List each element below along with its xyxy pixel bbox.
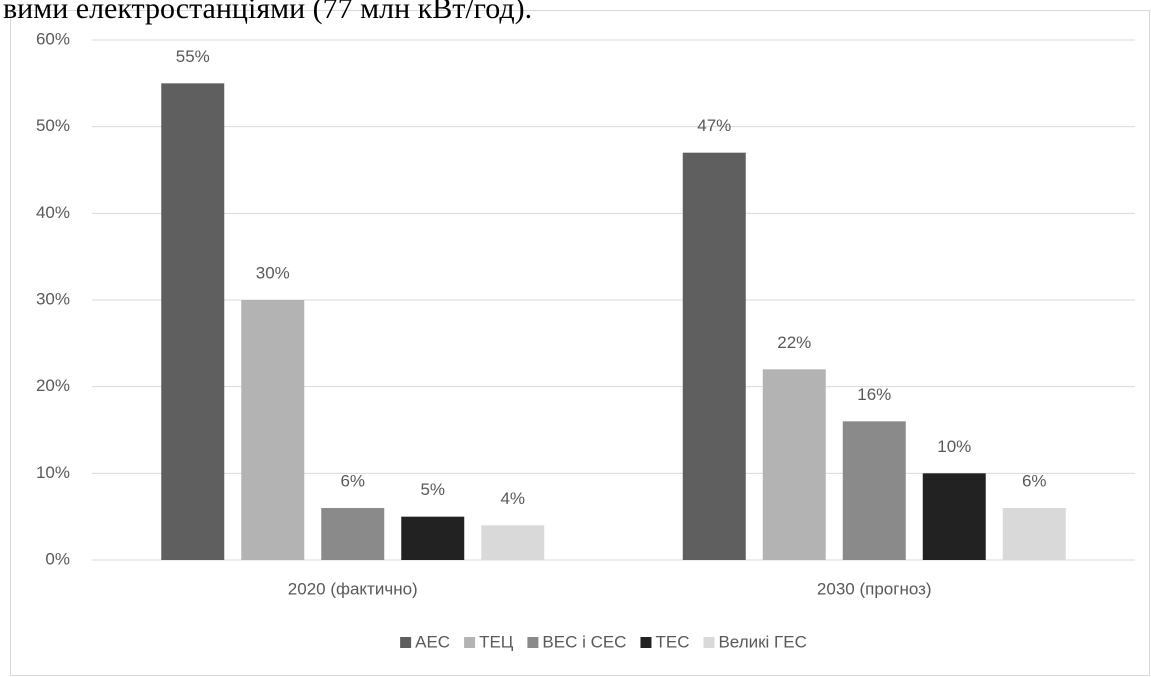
bar <box>481 525 545 560</box>
y-tick-label: 40% <box>36 203 70 222</box>
bar <box>762 369 826 560</box>
bar <box>241 300 305 560</box>
x-tick-label: 2030 (прогноз) <box>817 579 932 598</box>
data-label: 22% <box>777 333 811 352</box>
legend-label: ТЕЦ <box>479 632 514 651</box>
y-tick-label: 10% <box>36 463 70 482</box>
bar <box>161 83 225 560</box>
data-label: 6% <box>1022 471 1047 490</box>
y-tick-label: 60% <box>36 29 70 48</box>
legend-swatch <box>400 637 412 648</box>
legend-swatch <box>640 637 652 648</box>
y-tick-label: 30% <box>36 289 70 308</box>
legend-label: ВЕС і СЕС <box>542 632 626 651</box>
bar <box>842 421 906 560</box>
data-label: 4% <box>500 489 525 508</box>
y-tick-label: 0% <box>45 549 70 568</box>
legend-label: Великі ГЕС <box>718 632 806 651</box>
x-tick-label: 2020 (фактично) <box>288 579 418 598</box>
legend-swatch <box>464 637 476 648</box>
bar <box>321 508 385 560</box>
y-tick-label: 50% <box>36 116 70 135</box>
legend-label: ТЕС <box>655 632 689 651</box>
data-label: 5% <box>420 480 445 499</box>
legend-swatch <box>527 637 539 648</box>
data-label: 6% <box>340 471 365 490</box>
bar <box>401 516 465 560</box>
data-label: 55% <box>176 47 210 66</box>
legend-label: АЕС <box>415 632 450 651</box>
y-tick-label: 20% <box>36 376 70 395</box>
data-label: 30% <box>256 263 290 282</box>
data-label: 16% <box>857 385 891 404</box>
bar <box>922 473 986 560</box>
legend-swatch <box>703 637 715 648</box>
data-label: 47% <box>697 116 731 135</box>
data-label: 10% <box>937 437 971 456</box>
bar <box>682 152 746 560</box>
page-caption: вими електростанціями (77 млн кВт/год). <box>3 0 532 25</box>
bar <box>1002 508 1066 560</box>
